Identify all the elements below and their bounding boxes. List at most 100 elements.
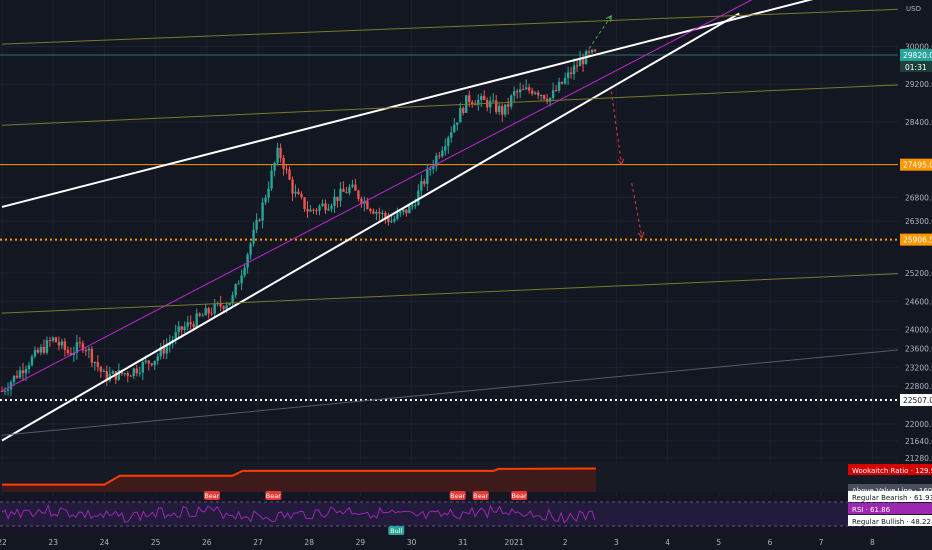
time-tick-label: 26: [202, 538, 212, 547]
trend-lines: [1, 0, 914, 442]
candle-body: [273, 162, 276, 171]
candle-body: [357, 190, 360, 199]
candle-body: [450, 132, 453, 138]
divergence-label: Bull: [390, 527, 402, 535]
candle-body: [435, 155, 438, 167]
candle-body: [590, 49, 594, 53]
candle-body: [345, 191, 348, 193]
candle-body: [60, 341, 64, 346]
price-tick-label: 22000.0: [905, 420, 932, 429]
price-tick-label: 24000.0: [905, 326, 932, 335]
time-tick-label: 22: [0, 538, 7, 547]
price-tick-label: 21280.0: [905, 454, 932, 463]
price-axis[interactable]: 30000.0 29200.0 28400.0 26800.0 26300.0 25200…: [898, 0, 932, 550]
candle-body: [462, 107, 465, 113]
price-marker: [900, 233, 932, 246]
candle-body: [96, 362, 100, 367]
indicator-panel-ratio: [0, 462, 898, 492]
candle-body: [515, 91, 519, 93]
candle-body: [524, 87, 528, 90]
candle-body: [75, 342, 79, 353]
candle-body: [303, 197, 306, 210]
price-marker: [900, 394, 932, 407]
candle-body: [282, 158, 285, 169]
price-tick-label: 23200.0: [905, 363, 932, 372]
candle-body: [69, 353, 73, 355]
candle-body: [294, 191, 297, 194]
rsi-value-label: RSI · 61.86: [852, 506, 891, 514]
candle-body: [536, 92, 540, 96]
bear-marker: [511, 491, 528, 500]
candle-body: [225, 305, 228, 309]
candle-body: [500, 106, 504, 115]
candle-body: [375, 211, 378, 214]
candle-body: [366, 200, 369, 209]
candle-body: [18, 370, 22, 378]
candle-body: [21, 370, 25, 374]
candle-body: [333, 196, 336, 207]
projection-arrow: [610, 91, 623, 165]
candle-body: [123, 373, 127, 375]
candle-body: [174, 332, 177, 340]
candle-body: [144, 360, 147, 363]
candle-body: [192, 324, 195, 328]
bear-marker: [265, 491, 282, 500]
divergence-label: Bear: [450, 492, 465, 500]
candle-body: [99, 366, 103, 372]
candle-body: [279, 147, 282, 159]
candle-body: [330, 206, 333, 209]
candle-body: [533, 92, 537, 94]
candle-body: [87, 348, 91, 351]
rsi-line: [1, 503, 596, 524]
candle-body: [165, 345, 168, 354]
countdown-badge: [900, 60, 932, 72]
price-marker-label: 29820.0: [903, 51, 932, 60]
candle-body: [258, 219, 261, 221]
time-tick-label: 24: [100, 538, 110, 547]
bear-marker: [203, 491, 220, 500]
candle-body: [204, 308, 207, 316]
price-axis-background: [898, 0, 932, 550]
ratio-line: [2, 467, 596, 486]
candle-body: [12, 375, 16, 383]
candle-body: [3, 390, 7, 392]
candle-body: [150, 363, 153, 366]
candle-body: [183, 326, 186, 330]
candle-body: [492, 100, 495, 102]
candle-body: [521, 89, 525, 91]
candle-body: [117, 370, 121, 380]
candle-body: [324, 203, 327, 211]
rsi-bearish-label-badge: [848, 491, 932, 502]
price-tick-label: 29200.0: [905, 80, 932, 89]
grid: [0, 0, 898, 535]
candle-body: [414, 205, 417, 207]
candle-body: [518, 89, 522, 93]
candle-body: [408, 205, 411, 214]
candle-body: [471, 102, 474, 105]
candle-body: [135, 368, 138, 374]
time-tick-label: 2021: [504, 538, 523, 547]
candle-body: [489, 101, 492, 108]
price-markers: 29820.0 27495.0 25906.5 22507.0 01:31 Wookait…: [848, 48, 932, 526]
candle-body: [360, 198, 363, 204]
time-tick-label: 5: [716, 538, 721, 547]
candle-body: [575, 65, 579, 67]
time-tick-label: 23: [48, 538, 58, 547]
candle-body: [354, 184, 357, 191]
time-tick-label: 27: [253, 538, 263, 547]
projection-arrow-head: [617, 158, 625, 166]
time-axis[interactable]: 2223242526272829303120212345678: [0, 538, 875, 547]
candle-body: [342, 188, 345, 192]
divergence-label: Bear: [204, 492, 219, 500]
price-tick-label: 25200.0: [905, 269, 932, 278]
candle-body: [411, 205, 414, 207]
candle-body: [276, 147, 279, 163]
rsi-value-label-badge: [848, 503, 932, 514]
candle-body: [291, 179, 294, 194]
candle-body: [447, 137, 450, 147]
candle-body: [309, 209, 312, 212]
time-tick-label: 28: [304, 538, 314, 547]
ratio-extra-label-badge: [848, 484, 932, 495]
candle-body: [390, 221, 393, 223]
